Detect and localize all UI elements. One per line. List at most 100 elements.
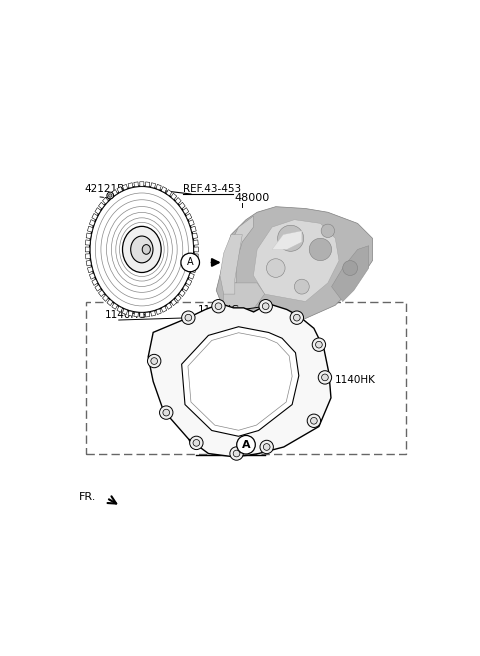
Polygon shape: [95, 208, 101, 214]
Polygon shape: [151, 183, 156, 188]
Ellipse shape: [142, 245, 150, 255]
Circle shape: [233, 450, 240, 457]
Text: FR.: FR.: [79, 492, 96, 502]
Polygon shape: [92, 279, 98, 285]
Polygon shape: [89, 273, 95, 279]
Polygon shape: [145, 312, 150, 317]
Circle shape: [307, 414, 321, 428]
Polygon shape: [171, 299, 177, 306]
Circle shape: [293, 314, 300, 321]
Ellipse shape: [122, 226, 161, 272]
Circle shape: [294, 279, 309, 294]
Polygon shape: [107, 299, 113, 306]
Polygon shape: [186, 279, 192, 285]
Polygon shape: [183, 285, 189, 291]
Polygon shape: [189, 273, 194, 279]
Text: REF.43-453: REF.43-453: [183, 184, 241, 194]
Polygon shape: [87, 267, 93, 273]
Ellipse shape: [108, 194, 112, 197]
Polygon shape: [224, 283, 264, 309]
Polygon shape: [220, 235, 242, 294]
Text: 1140HK: 1140HK: [335, 375, 376, 385]
Polygon shape: [226, 216, 253, 283]
Polygon shape: [179, 290, 185, 297]
Circle shape: [151, 358, 157, 364]
Polygon shape: [128, 311, 133, 316]
Polygon shape: [189, 220, 194, 226]
Polygon shape: [188, 333, 292, 430]
Polygon shape: [140, 182, 144, 186]
Polygon shape: [166, 190, 172, 196]
Text: VIEW: VIEW: [188, 438, 225, 451]
Text: 48000: 48000: [235, 194, 270, 203]
Polygon shape: [98, 290, 105, 297]
Circle shape: [318, 371, 332, 384]
Circle shape: [163, 409, 169, 416]
Polygon shape: [134, 182, 138, 187]
Circle shape: [290, 311, 303, 324]
Polygon shape: [156, 309, 161, 315]
Polygon shape: [175, 295, 181, 301]
Polygon shape: [95, 285, 101, 291]
Polygon shape: [253, 220, 339, 302]
Circle shape: [263, 303, 269, 310]
Polygon shape: [87, 226, 93, 232]
Polygon shape: [117, 186, 122, 193]
Polygon shape: [112, 303, 118, 309]
Circle shape: [193, 440, 200, 446]
Polygon shape: [193, 254, 198, 259]
Polygon shape: [134, 312, 138, 317]
Polygon shape: [89, 220, 95, 226]
Circle shape: [260, 440, 274, 454]
Circle shape: [230, 447, 243, 461]
Circle shape: [322, 374, 328, 380]
Circle shape: [343, 260, 358, 276]
Circle shape: [264, 443, 270, 450]
Polygon shape: [92, 213, 98, 220]
Polygon shape: [151, 311, 156, 316]
Polygon shape: [156, 184, 161, 190]
Polygon shape: [112, 190, 118, 196]
Polygon shape: [98, 202, 105, 209]
Circle shape: [321, 224, 335, 237]
Text: 1140HG: 1140HG: [105, 310, 147, 320]
Circle shape: [312, 338, 325, 352]
Text: A: A: [242, 440, 250, 450]
Polygon shape: [122, 309, 128, 315]
Polygon shape: [193, 240, 198, 245]
Circle shape: [259, 300, 272, 313]
Text: A: A: [187, 257, 193, 268]
Circle shape: [277, 225, 304, 251]
Polygon shape: [161, 306, 167, 312]
Polygon shape: [128, 183, 133, 188]
Polygon shape: [140, 313, 144, 317]
Circle shape: [181, 311, 195, 324]
Circle shape: [237, 436, 255, 454]
Polygon shape: [272, 231, 302, 249]
Circle shape: [215, 303, 222, 310]
Bar: [86, 302, 406, 454]
Polygon shape: [145, 182, 150, 187]
Polygon shape: [186, 213, 192, 220]
Circle shape: [159, 406, 173, 419]
Circle shape: [212, 300, 225, 313]
Circle shape: [311, 417, 317, 424]
Polygon shape: [117, 306, 122, 312]
Polygon shape: [148, 304, 331, 457]
Ellipse shape: [107, 192, 114, 199]
Polygon shape: [179, 202, 185, 209]
Polygon shape: [181, 327, 299, 436]
Polygon shape: [192, 233, 198, 239]
Polygon shape: [171, 194, 177, 199]
Ellipse shape: [90, 186, 194, 313]
Circle shape: [309, 238, 332, 260]
Ellipse shape: [131, 236, 153, 263]
Polygon shape: [192, 260, 198, 266]
Circle shape: [147, 354, 161, 368]
Polygon shape: [191, 267, 196, 273]
Polygon shape: [85, 254, 90, 259]
Polygon shape: [166, 303, 172, 309]
Polygon shape: [103, 197, 108, 204]
Circle shape: [190, 436, 203, 449]
Polygon shape: [194, 247, 198, 252]
